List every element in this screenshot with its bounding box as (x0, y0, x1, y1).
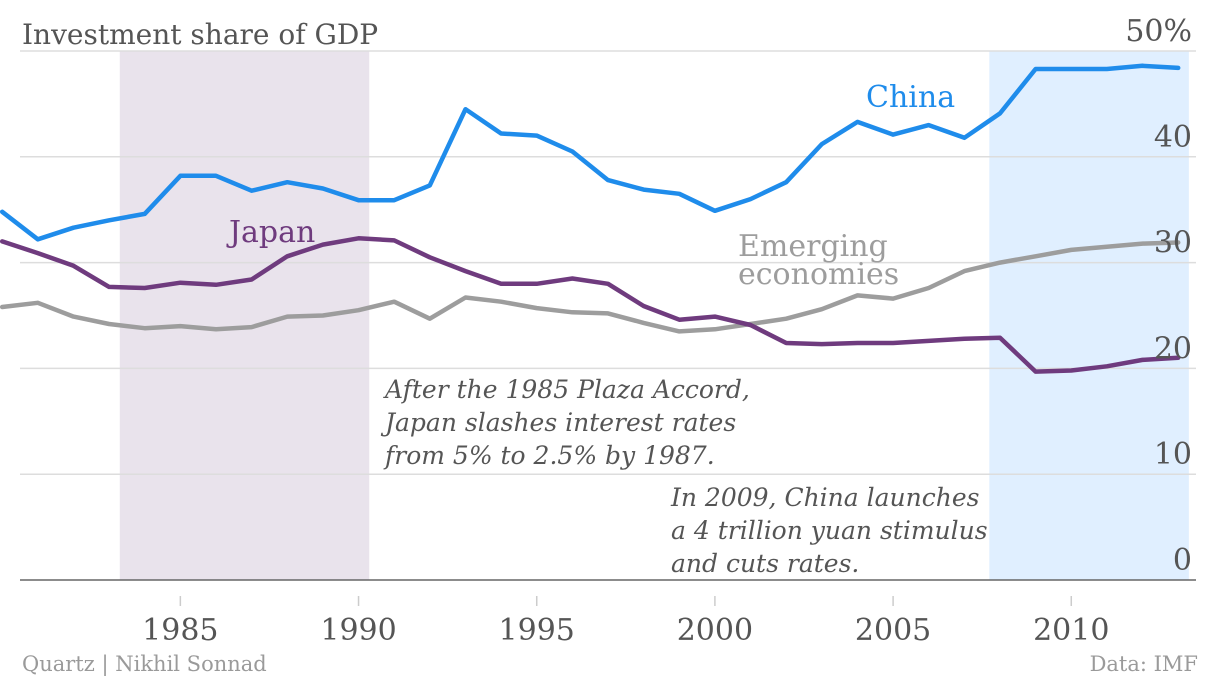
x-tick-label: 2010 (1033, 613, 1109, 648)
y-tick-label: 0 (1173, 543, 1192, 578)
series-line-emerging-economies (0, 240, 1181, 334)
series-label-japan: Japan (226, 215, 315, 250)
shaded-region-2 (989, 51, 1189, 580)
annotation-stimulus-line3: and cuts rates. (671, 549, 859, 578)
y-tick-label: 30 (1154, 226, 1192, 261)
y-axis-ticks: 0 10 20 30 40 50% (1125, 14, 1192, 578)
x-tick-label: 2000 (677, 613, 753, 648)
annotation-plaza-line1: After the 1985 Plaza Accord, (383, 375, 750, 404)
series-line-japan (0, 236, 1181, 374)
data-source: Data: IMF (1090, 652, 1198, 676)
y-tick-label: 10 (1154, 437, 1192, 472)
x-tick-label: 1990 (320, 613, 396, 648)
series-line-china (0, 63, 1181, 242)
annotation-stimulus-line1: In 2009, China launches (670, 483, 979, 512)
x-tick-label: 1995 (499, 613, 575, 648)
annotation-stimulus-line2: a 4 trillion yuan stimulus (671, 516, 988, 545)
series-label-emerging-line1: Emerging (738, 229, 888, 264)
series-label-emerging-line2: economies (738, 257, 899, 292)
x-axis-ticks: 1985 1990 1995 2000 2005 2010 (142, 596, 1109, 648)
annotation-plaza-line2: Japan slashes interest rates (380, 408, 736, 437)
y-tick-label: 40 (1154, 120, 1192, 155)
y-tick-label: 20 (1154, 331, 1192, 366)
annotation-plaza-line3: from 5% to 2.5% by 1987. (383, 441, 715, 470)
shaded-regions (119, 51, 1189, 580)
series-lines (0, 63, 1181, 374)
y-tick-label: 50% (1125, 14, 1192, 49)
source-credit: Quartz | Nikhil Sonnad (22, 652, 267, 677)
series-label-china: China (866, 80, 955, 115)
x-tick-label: 2005 (855, 613, 931, 648)
x-tick-label: 1985 (142, 613, 218, 648)
chart-title: Investment share of GDP (22, 18, 378, 51)
